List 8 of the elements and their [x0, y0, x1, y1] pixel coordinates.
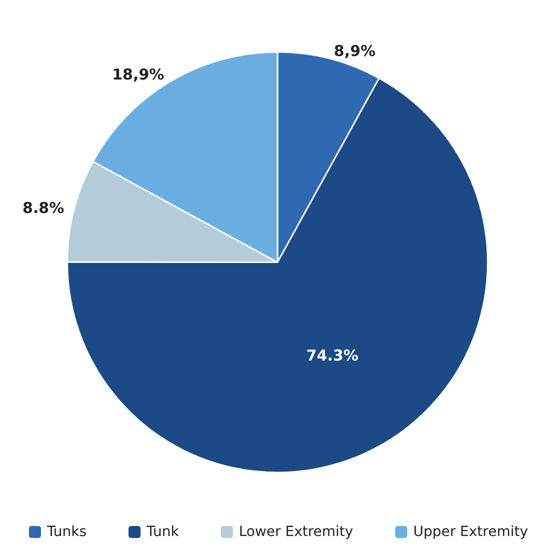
- data-label: 8.8%: [22, 199, 64, 218]
- data-label: 74.3%: [306, 346, 358, 364]
- legend-label: Upper Extremity: [413, 524, 528, 540]
- legend-label: Tunk: [146, 524, 180, 540]
- data-label: 8,9%: [334, 42, 376, 60]
- data-label: 18,9%: [112, 66, 164, 84]
- legend-label: Lower Extremity: [238, 524, 354, 540]
- legend-label: Tunks: [46, 524, 87, 540]
